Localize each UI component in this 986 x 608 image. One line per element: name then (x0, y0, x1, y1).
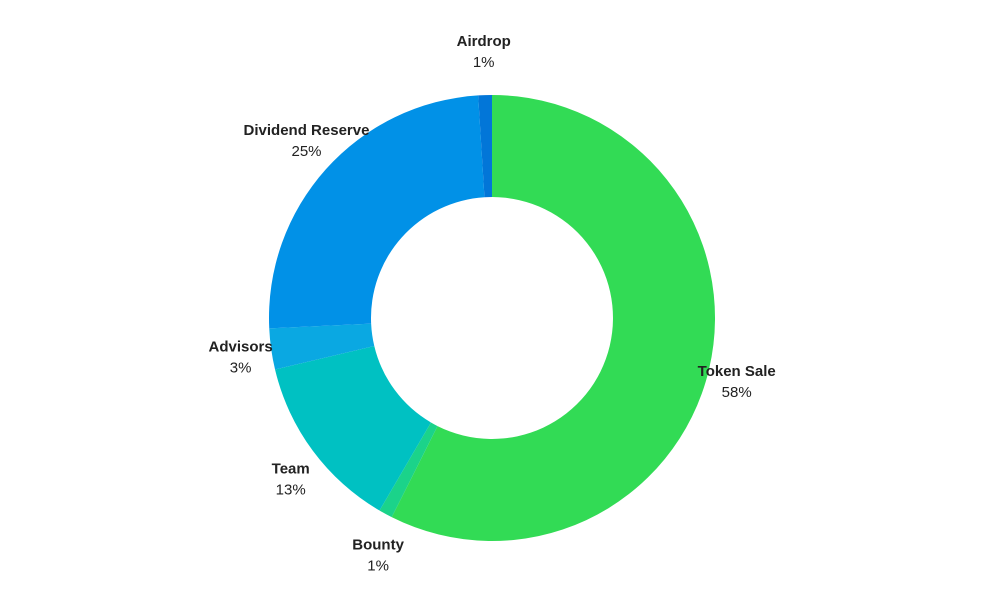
slice-name-label: Dividend Reserve (244, 122, 370, 139)
slice-advisors[interactable] (269, 323, 375, 370)
slice-percent-label: 25% (291, 143, 321, 160)
slice-percent-label: 3% (230, 359, 252, 376)
slices-layer (268, 95, 716, 541)
slice-label-bounty: Bounty 1% (352, 537, 404, 575)
slice-name-label: Bounty (352, 537, 404, 554)
slice-label-airdrop: Airdrop 1% (457, 33, 511, 71)
slice-airdrop[interactable] (478, 95, 492, 198)
slice-team[interactable] (275, 345, 431, 511)
slice-percent-label: 1% (367, 558, 389, 575)
slice-percent-label: 13% (276, 482, 306, 499)
labels-layer: Token Sale 58% Bounty 1% Team 13% Advisors 3% Di… (208, 33, 775, 574)
slice-dividend-reserve[interactable] (268, 95, 485, 329)
slice-name-label: Advisors (208, 338, 272, 355)
slice-name-label: Team (272, 461, 310, 478)
slice-bounty[interactable] (379, 422, 438, 518)
slice-label-token-sale: Token Sale 58% (698, 363, 776, 401)
slice-name-label: Airdrop (457, 33, 511, 50)
slice-name-label: Token Sale (698, 363, 776, 380)
slice-label-team: Team 13% (272, 461, 310, 499)
slice-label-advisors: Advisors 3% (208, 338, 272, 376)
slice-percent-label: 58% (722, 384, 752, 401)
slice-label-dividend-reserve: Dividend Reserve 25% (244, 122, 370, 160)
slice-percent-label: 1% (473, 54, 495, 71)
slice-token-sale[interactable] (391, 95, 716, 541)
